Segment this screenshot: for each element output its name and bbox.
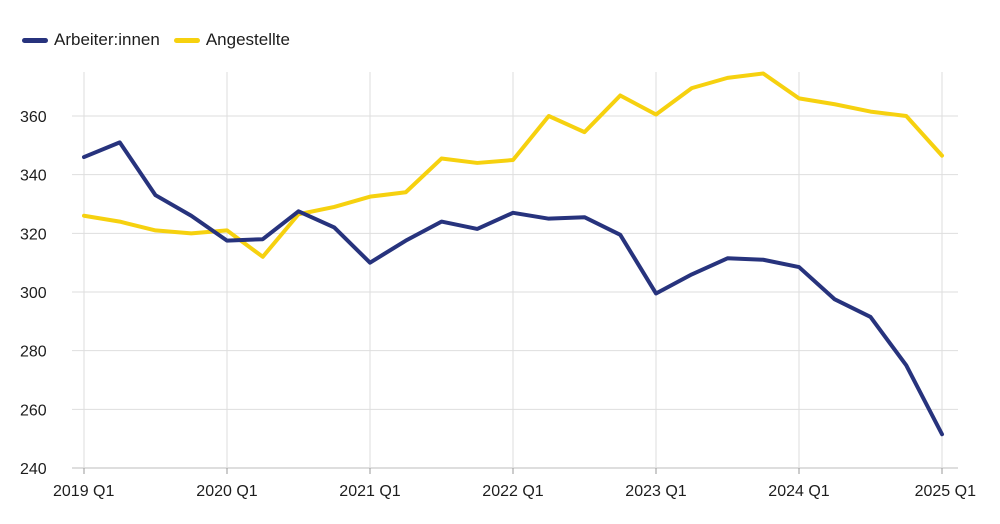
- legend-item-arbeiter: Arbeiter:innen: [22, 30, 160, 50]
- y-tick-label: 280: [20, 344, 47, 361]
- legend-swatch-arbeiter: [22, 37, 48, 43]
- x-tick-label: 2019 Q1: [53, 483, 114, 500]
- x-axis: 2019 Q1 2020 Q1 2021 Q1 2022 Q1 2023 Q1 2024 …: [53, 468, 976, 500]
- y-tick-label: 320: [20, 226, 47, 243]
- x-tick-label: 2024 Q1: [768, 483, 829, 500]
- series-line-arbeiter: [82, 140, 944, 437]
- x-tick-label: 2021 Q1: [339, 483, 400, 500]
- y-tick-label: 360: [20, 109, 47, 126]
- x-tick-label: 2020 Q1: [196, 483, 257, 500]
- series-group: [82, 71, 944, 437]
- y-tick-label: 340: [20, 168, 47, 185]
- legend: Arbeiter:innen Angestellte: [22, 30, 304, 50]
- legend-item-angestellte: Angestellte: [173, 30, 290, 50]
- y-tick-label: 260: [20, 402, 47, 419]
- legend-swatch-angestellte: [173, 37, 200, 43]
- legend-label-angestellte: Angestellte: [205, 30, 290, 49]
- series-line-angestellte: [82, 71, 944, 259]
- horizontal-gridlines: [72, 115, 958, 469]
- y-tick-label: 240: [20, 461, 47, 478]
- y-tick-label: 300: [20, 285, 47, 302]
- x-tick-label: 2022 Q1: [482, 483, 543, 500]
- x-tick-label: 2025 Q1: [915, 483, 976, 500]
- vertical-gridlines: [83, 72, 943, 468]
- x-tick-label: 2023 Q1: [625, 483, 686, 500]
- legend-label-arbeiter: Arbeiter:innen: [54, 30, 160, 49]
- y-axis: 240 260 280 300 320 340 360: [20, 109, 47, 478]
